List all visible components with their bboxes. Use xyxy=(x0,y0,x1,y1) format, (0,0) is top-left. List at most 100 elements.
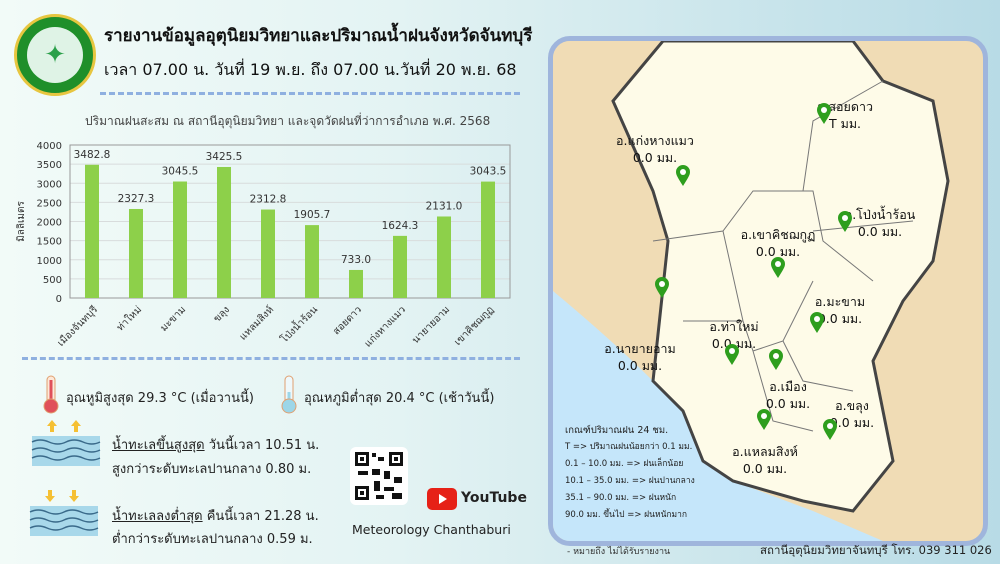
district-name: อ.ขลุง xyxy=(835,398,869,413)
district-label: อ.นายายอาม 0.0 มม. xyxy=(590,340,690,374)
x-tick-label: เมืองจันทบุรี xyxy=(55,303,101,349)
page-title: รายงานข้อมูลอุตุนิยมวิทยาและปริมาณน้ำฝนจ… xyxy=(104,26,533,46)
high-tide-icon xyxy=(31,420,101,466)
legend-item: 0.1 – 10.0 มม. => ฝนเล็กน้อย xyxy=(565,459,684,469)
location-pin-icon[interactable] xyxy=(756,409,772,431)
x-tick-label: มะขาม xyxy=(158,304,188,334)
district-name: อ.โป่งน้ำร้อน xyxy=(844,207,916,222)
bar xyxy=(85,164,99,298)
data-label: 2327.3 xyxy=(118,193,155,205)
high-tide-level: สูงกว่าระดับทะเลปานกลาง 0.80 ม. xyxy=(112,462,312,477)
y-tick-label: 1000 xyxy=(37,256,62,267)
x-tick-label: สอยดาว xyxy=(331,304,364,337)
legend-item: T => ปริมาณฝนน้อยกว่า 0.1 มม. xyxy=(565,442,693,452)
district-label: อ.มะขาม 0.0 มม. xyxy=(790,293,890,327)
location-pin-icon[interactable] xyxy=(816,103,832,125)
location-pin-icon[interactable] xyxy=(675,165,691,187)
bar xyxy=(349,269,363,298)
location-pin-icon[interactable] xyxy=(770,257,786,279)
divider xyxy=(100,92,520,95)
district-rainfall: 0.0 มม. xyxy=(755,244,801,259)
y-tick-label: 2500 xyxy=(37,198,62,209)
data-label: 1624.3 xyxy=(382,220,419,232)
district-rainfall: 0.0 มม. xyxy=(829,415,875,430)
y-tick-label: 3500 xyxy=(37,160,62,171)
thermometer-cold-icon xyxy=(281,375,297,414)
district-name: อ.เขาคิชฌกูฏ xyxy=(740,227,816,242)
bar xyxy=(129,208,143,298)
data-label: 3045.5 xyxy=(162,166,199,178)
sea xyxy=(553,291,883,541)
plot-area xyxy=(69,144,511,299)
rain-legend: เกณฑ์ปริมาณฝน 24 ชม. T => ปริมาณฝนน้อยกว… xyxy=(565,422,695,524)
max-temperature: อุณหูมิสูงสุด 29.3 °C (เมื่อวานนี้) xyxy=(66,391,254,406)
legend-title: เกณฑ์ปริมาณฝน 24 ชม. xyxy=(565,425,669,436)
district-label: อ.เมือง 0.0 มม. xyxy=(738,378,838,412)
district-rainfall: 0.0 มม. xyxy=(765,396,811,411)
district-name: อ.นายายอาม xyxy=(604,341,676,356)
chanthaburi-map xyxy=(548,36,988,546)
district-rainfall: 0.0 มม. xyxy=(711,336,757,351)
low-tide-time: คืนนี้เวลา 21.28 น. xyxy=(202,509,319,524)
high-tide-title: น้ำทะเลขึ้นสูงสุด xyxy=(112,438,205,453)
low-tide-icon xyxy=(29,490,99,536)
location-pin-icon[interactable] xyxy=(822,419,838,441)
x-tick-label: แก่งหางแมว xyxy=(363,304,408,349)
x-tick-label: เขาคิชฌกูฏ xyxy=(453,304,497,348)
rainfall-bar-chart: 0 500 1000 1500 2000 2500 3000 3500 4000 มิลลิเมต… xyxy=(16,141,511,350)
district-label: อ.ขลุง 0.0 มม. xyxy=(802,397,902,431)
district-name: อ.เมือง xyxy=(769,379,807,394)
district-rainfall: T มม. xyxy=(828,116,862,131)
y-tick-label: 4000 xyxy=(37,141,62,152)
bar xyxy=(481,181,495,298)
x-tick-label: โป่งน้ำร้อน xyxy=(277,302,320,345)
channel-name: Meteorology Chanthaburi xyxy=(352,522,511,537)
qr-code[interactable] xyxy=(350,447,408,505)
legend-item: 90.0 มม. ขึ้นไป => ฝนหนักมาก xyxy=(565,510,688,520)
location-pin-icon[interactable] xyxy=(654,277,670,299)
district-borders xyxy=(652,80,914,432)
x-tick-label: ขลุง xyxy=(212,304,232,324)
bar xyxy=(437,216,451,298)
district-label: อ.แก่งหางแมว 0.0 มม. xyxy=(605,132,705,166)
y-tick-label: 3000 xyxy=(37,179,62,190)
data-label: 2131.0 xyxy=(426,200,463,212)
data-label: 733.0 xyxy=(341,254,371,266)
district-name: อ.มะขาม xyxy=(814,294,866,309)
location-pin-icon[interactable] xyxy=(724,344,740,366)
bar xyxy=(305,225,319,298)
youtube-label[interactable]: YouTube xyxy=(461,490,527,506)
x-tick-label: ท่าใหม่ xyxy=(114,304,144,334)
location-pin-icon[interactable] xyxy=(837,211,853,233)
district-label: อ.ท่าใหม่ 0.0 มม. xyxy=(684,318,784,352)
y-tick-label: 500 xyxy=(43,275,62,286)
deity-emblem-icon: ✦ xyxy=(27,27,83,83)
youtube-icon[interactable] xyxy=(427,488,457,510)
bar xyxy=(217,166,231,298)
district-rainfall: 0.0 มม. xyxy=(617,358,663,373)
bar xyxy=(173,181,187,298)
station-contact: สถานีอุตุนิยมวิทยาจันทบุรี โทร. 039 311 … xyxy=(760,543,992,557)
district-name: อ.แก่งหางแมว xyxy=(616,133,694,148)
data-label: 1905.7 xyxy=(294,209,331,221)
bar xyxy=(393,235,407,298)
location-pin-icon[interactable] xyxy=(809,312,825,334)
y-tick-label: 0 xyxy=(56,294,62,305)
y-tick-label: 1500 xyxy=(37,237,62,248)
district-rainfall: 0.0 มม. xyxy=(742,461,788,476)
thermometer-hot-icon xyxy=(43,375,59,414)
district-label: อ.สอยดาว T มม. xyxy=(795,98,895,132)
district-label: อ.โป่งน้ำร้อน 0.0 มม. xyxy=(830,206,930,240)
district-label: อ.เขาคิชฌกูฏ 0.0 มม. xyxy=(728,226,828,260)
district-rainfall: 0.0 มม. xyxy=(817,311,863,326)
data-label: 3425.5 xyxy=(206,151,243,163)
location-pin-icon[interactable] xyxy=(768,349,784,371)
chart-title: ปริมาณฝนสะสม ณ สถานีอุตุนิยมวิทยา และจุด… xyxy=(85,114,491,128)
meteorological-department-logo: ✦ xyxy=(14,14,96,96)
x-tick-label: แหลมสิงห์ xyxy=(237,304,276,343)
legend-item: 10.1 – 35.0 มม. => ฝนปานกลาง xyxy=(565,476,695,486)
province-area xyxy=(611,41,950,513)
low-tide-level: ต่ำกว่าระดับทะเลปานกลาง 0.59 ม. xyxy=(112,532,313,547)
min-temperature: อุณหภูมิต่ำสุด 20.4 °C (เช้าวันนี้) xyxy=(304,391,495,406)
legend-item: 35.1 – 90.0 มม. => ฝนหนัก xyxy=(565,493,677,503)
